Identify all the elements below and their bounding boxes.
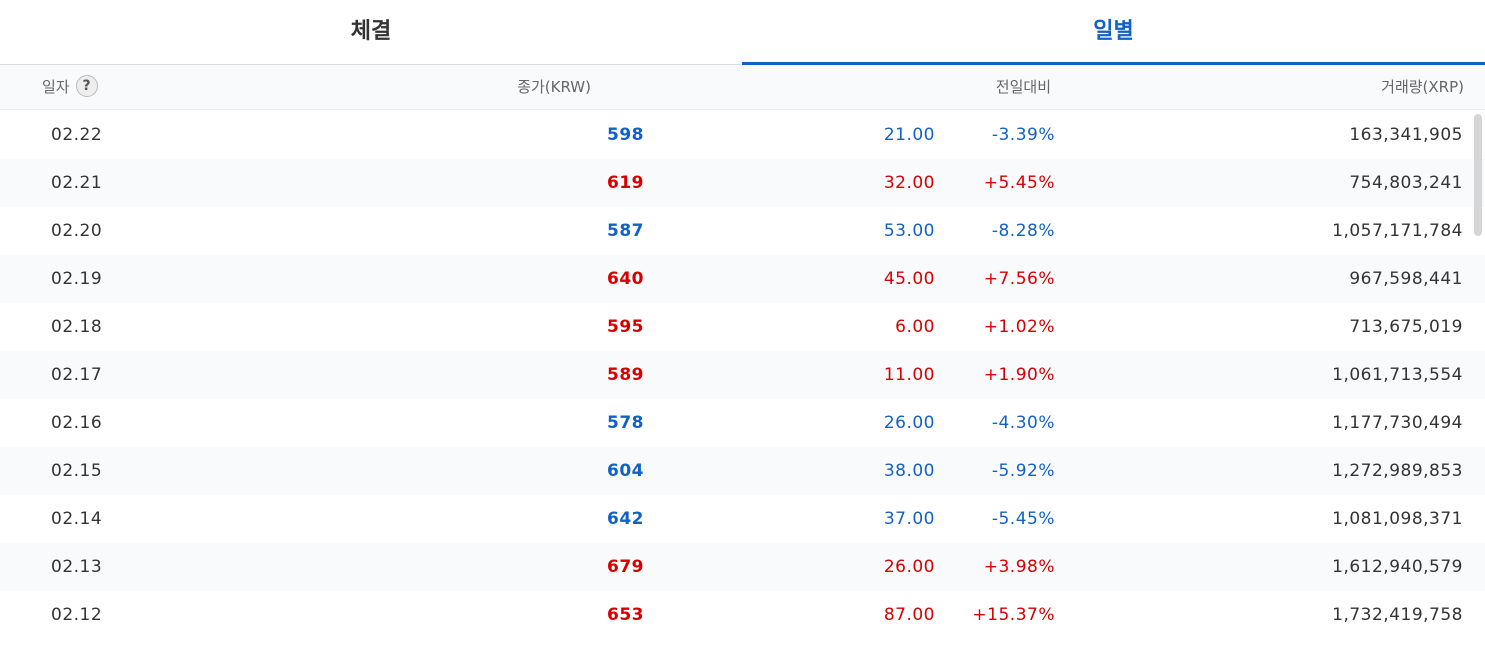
row-change-rate: -5.92% (991, 461, 1055, 481)
row-volume: 967,598,441 (1349, 269, 1463, 289)
row-close-price: 640 (607, 269, 644, 289)
row-change-rate: -5.45% (991, 509, 1055, 529)
row-date: 02.18 (51, 317, 103, 337)
row-close-price: 619 (607, 173, 644, 193)
row-close-price: 604 (607, 461, 644, 481)
table-row: 02.19 640 45.00 +7.56% 967,598,441 (0, 255, 1485, 303)
row-change-amount: 6.00 (895, 317, 935, 337)
table-row: 02.17 589 11.00 +1.90% 1,061,713,554 (0, 351, 1485, 399)
row-volume: 1,177,730,494 (1332, 413, 1463, 433)
row-change-amount: 26.00 (883, 557, 935, 577)
table-row: 02.16 578 26.00 -4.30% 1,177,730,494 (0, 399, 1485, 447)
header-close: 종가(KRW) (517, 78, 591, 96)
row-change-rate: +15.37% (972, 605, 1055, 625)
row-volume: 754,803,241 (1349, 173, 1463, 193)
table-row: 02.15 604 38.00 -5.92% 1,272,989,853 (0, 447, 1485, 495)
row-change-rate: +1.02% (983, 317, 1055, 337)
row-change-amount: 87.00 (883, 605, 935, 625)
row-change-rate: +7.56% (983, 269, 1055, 289)
row-change-rate: +3.98% (983, 557, 1055, 577)
row-date: 02.16 (51, 413, 103, 433)
help-icon[interactable]: ? (75, 75, 98, 97)
table-row: 02.18 595 6.00 +1.02% 713,675,019 (0, 303, 1485, 351)
table-row: 02.21 619 32.00 +5.45% 754,803,241 (0, 159, 1485, 207)
row-date: 02.21 (51, 173, 103, 193)
row-volume: 1,057,171,784 (1332, 221, 1463, 241)
row-close-price: 598 (607, 125, 644, 145)
row-date: 02.22 (51, 125, 103, 145)
row-volume: 1,272,989,853 (1332, 461, 1463, 481)
table-row: 02.20 587 53.00 -8.28% 1,057,171,784 (0, 207, 1485, 255)
row-change-amount: 26.00 (883, 413, 935, 433)
row-volume: 1,732,419,758 (1332, 605, 1463, 625)
row-volume: 1,081,098,371 (1332, 509, 1463, 529)
header-change: 전일대비 (995, 78, 1051, 96)
table-row: 02.12 653 87.00 +15.37% 1,732,419,758 (0, 591, 1485, 639)
row-change-amount: 38.00 (883, 461, 935, 481)
row-change-rate: -8.28% (991, 221, 1055, 241)
row-change-rate: +1.90% (983, 365, 1055, 385)
row-change-rate: -3.39% (991, 125, 1055, 145)
row-close-price: 587 (607, 221, 644, 241)
row-date: 02.13 (51, 557, 103, 577)
header-date: 일자? (42, 65, 98, 109)
row-change-amount: 21.00 (883, 125, 935, 145)
row-volume: 163,341,905 (1349, 125, 1463, 145)
daily-table-body: 02.22 598 21.00 -3.39% 163,341,905 02.21 619 32… (0, 111, 1485, 651)
row-close-price: 653 (607, 605, 644, 625)
tab-daily[interactable]: 일별 (742, 0, 1485, 66)
row-volume: 1,612,940,579 (1332, 557, 1463, 577)
row-date: 02.19 (51, 269, 103, 289)
table-header: 일자? 종가(KRW) 전일대비 거래량(XRP) (0, 65, 1485, 110)
row-close-price: 679 (607, 557, 644, 577)
tab-trades[interactable]: 체결 (350, 19, 392, 44)
row-date: 02.20 (51, 221, 103, 241)
header-date-label: 일자 (42, 78, 70, 96)
row-change-rate: +5.45% (983, 173, 1055, 193)
active-tab-indicator (742, 62, 1485, 66)
row-close-price: 595 (607, 317, 644, 337)
row-volume: 1,061,713,554 (1332, 365, 1463, 385)
row-change-amount: 45.00 (883, 269, 935, 289)
row-date: 02.14 (51, 509, 103, 529)
table-row: 02.22 598 21.00 -3.39% 163,341,905 (0, 111, 1485, 159)
row-change-rate: -4.30% (991, 413, 1055, 433)
header-volume: 거래량(XRP) (1381, 78, 1464, 96)
row-date: 02.17 (51, 365, 103, 385)
row-date: 02.15 (51, 461, 103, 481)
row-close-price: 642 (607, 509, 644, 529)
row-change-amount: 37.00 (883, 509, 935, 529)
scrollbar-thumb[interactable] (1474, 114, 1482, 236)
tab-daily-label: 일별 (1093, 19, 1134, 44)
row-close-price: 578 (607, 413, 644, 433)
row-change-amount: 32.00 (883, 173, 935, 193)
row-date: 02.12 (51, 605, 103, 625)
row-change-amount: 11.00 (883, 365, 935, 385)
table-row: 02.14 642 37.00 -5.45% 1,081,098,371 (0, 495, 1485, 543)
table-row: 02.13 679 26.00 +3.98% 1,612,940,579 (0, 543, 1485, 591)
tab-bar: 체결 일별 (0, 0, 1485, 66)
row-change-amount: 53.00 (883, 221, 935, 241)
row-volume: 713,675,019 (1349, 317, 1463, 337)
row-close-price: 589 (607, 365, 644, 385)
